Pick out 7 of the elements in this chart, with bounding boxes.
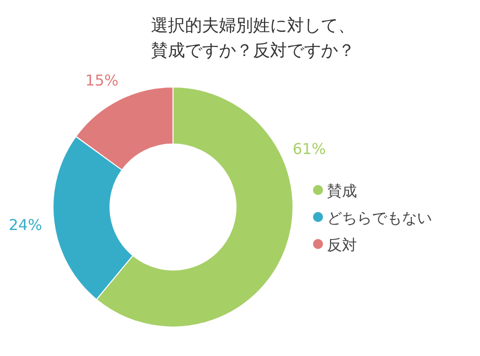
chart-title: 選択的夫婦別姓に対して、賛成ですか？反対ですか？ xyxy=(150,15,356,63)
data-label: 61% xyxy=(292,140,326,158)
data-label: 15% xyxy=(85,71,119,90)
legend-label: 反対 xyxy=(327,236,357,254)
legend-label: どちらでもない xyxy=(327,209,432,227)
legend-label: 賛成 xyxy=(327,182,357,200)
data-label: 24% xyxy=(8,216,42,234)
